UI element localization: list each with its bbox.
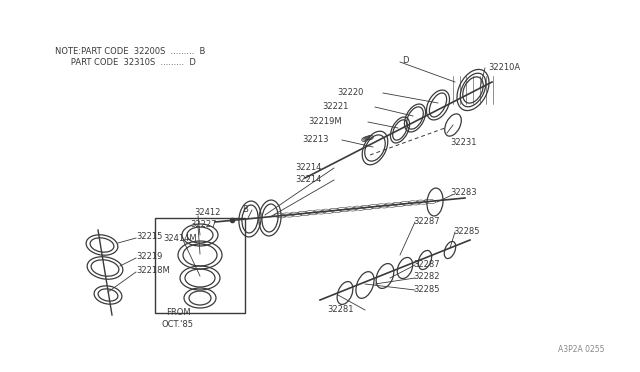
Text: 32285: 32285 [413, 285, 440, 294]
Text: 32219: 32219 [136, 252, 163, 261]
Bar [155, 218, 245, 313]
Text: 32281: 32281 [327, 305, 353, 314]
Text: 32218M: 32218M [136, 266, 170, 275]
Text: 32213: 32213 [302, 135, 328, 144]
Text: A3P2A 0255: A3P2A 0255 [559, 345, 605, 354]
Text: 32214: 32214 [295, 175, 321, 184]
Text: OCT.'85: OCT.'85 [162, 320, 194, 329]
Text: 32283: 32283 [450, 188, 477, 197]
Text: 32285: 32285 [453, 227, 479, 236]
Text: 32219M: 32219M [308, 117, 342, 126]
Text: D: D [402, 56, 408, 65]
Text: 32231: 32231 [450, 138, 477, 147]
Text: 32215: 32215 [136, 232, 163, 241]
Text: 32214: 32214 [295, 163, 321, 172]
Text: 32220: 32220 [337, 88, 364, 97]
Text: 32227: 32227 [190, 220, 216, 229]
Text: 32287: 32287 [413, 217, 440, 226]
Text: 32210A: 32210A [488, 63, 520, 72]
Text: B: B [242, 205, 248, 214]
Text: PART CODE  32310S  .........  D: PART CODE 32310S ......... D [55, 58, 196, 67]
Text: 32414M: 32414M [163, 234, 196, 243]
Text: FROM: FROM [166, 308, 190, 317]
Text: NOTE:PART CODE  32200S  .........  B: NOTE:PART CODE 32200S ......... B [55, 47, 205, 56]
Text: 32221: 32221 [322, 102, 348, 111]
Text: 32282: 32282 [413, 272, 440, 281]
Text: 32287: 32287 [413, 260, 440, 269]
Text: 32412: 32412 [194, 208, 220, 217]
